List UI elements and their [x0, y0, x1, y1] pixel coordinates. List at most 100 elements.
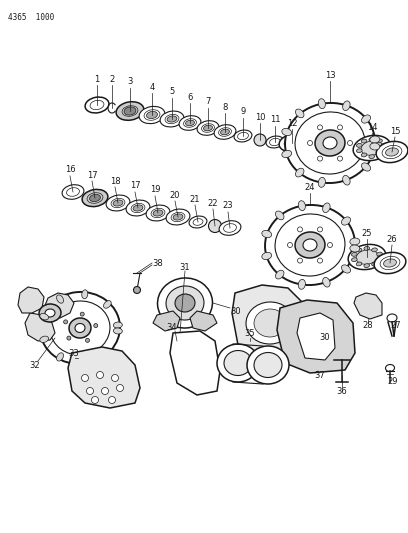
Ellipse shape [387, 314, 397, 322]
Circle shape [348, 141, 353, 146]
Ellipse shape [40, 336, 49, 343]
Ellipse shape [282, 128, 292, 136]
Ellipse shape [57, 353, 64, 361]
Circle shape [337, 156, 342, 161]
Ellipse shape [186, 120, 195, 126]
Ellipse shape [151, 208, 165, 217]
Polygon shape [232, 285, 308, 355]
Ellipse shape [286, 140, 297, 147]
Polygon shape [190, 311, 217, 331]
Ellipse shape [82, 189, 108, 207]
Ellipse shape [262, 230, 272, 238]
Text: 28: 28 [363, 321, 373, 330]
Ellipse shape [266, 136, 284, 148]
Ellipse shape [370, 143, 380, 150]
Ellipse shape [221, 129, 229, 135]
Ellipse shape [202, 124, 215, 132]
Polygon shape [354, 293, 382, 319]
Text: 13: 13 [325, 70, 335, 79]
Ellipse shape [189, 216, 207, 228]
Ellipse shape [361, 141, 383, 155]
Text: 9: 9 [240, 108, 246, 117]
Ellipse shape [275, 211, 284, 220]
Polygon shape [297, 313, 335, 360]
Ellipse shape [298, 201, 306, 211]
Ellipse shape [350, 245, 360, 252]
Circle shape [317, 156, 322, 161]
Text: 38: 38 [153, 259, 163, 268]
Text: 20: 20 [170, 190, 180, 199]
Polygon shape [68, 347, 140, 408]
Ellipse shape [377, 153, 382, 157]
Polygon shape [25, 313, 55, 341]
Ellipse shape [315, 130, 345, 156]
Ellipse shape [246, 302, 294, 344]
Ellipse shape [217, 344, 259, 382]
Polygon shape [277, 300, 355, 373]
Ellipse shape [62, 185, 84, 199]
Circle shape [297, 258, 302, 263]
Ellipse shape [50, 301, 110, 355]
Ellipse shape [376, 141, 408, 163]
Circle shape [91, 397, 98, 403]
Circle shape [117, 384, 124, 392]
Circle shape [317, 227, 322, 232]
Polygon shape [18, 287, 44, 313]
Ellipse shape [175, 294, 195, 312]
Circle shape [308, 141, 313, 146]
Ellipse shape [247, 346, 289, 384]
Ellipse shape [193, 219, 203, 225]
Ellipse shape [133, 205, 143, 211]
Text: 24: 24 [305, 182, 315, 191]
Ellipse shape [40, 292, 120, 364]
Ellipse shape [270, 139, 280, 146]
Ellipse shape [275, 270, 284, 279]
Ellipse shape [377, 258, 382, 262]
Ellipse shape [386, 148, 399, 156]
Ellipse shape [361, 115, 370, 123]
Circle shape [111, 375, 118, 382]
Text: 30: 30 [320, 334, 330, 343]
Text: 30: 30 [231, 306, 241, 316]
Ellipse shape [350, 238, 360, 245]
Ellipse shape [282, 150, 292, 158]
Ellipse shape [295, 112, 365, 174]
Ellipse shape [90, 100, 104, 110]
Ellipse shape [298, 279, 306, 289]
Circle shape [64, 320, 68, 324]
Ellipse shape [75, 324, 85, 333]
Circle shape [109, 397, 115, 403]
Ellipse shape [318, 99, 326, 109]
Ellipse shape [184, 119, 196, 127]
Ellipse shape [372, 262, 377, 266]
Ellipse shape [160, 111, 184, 127]
Ellipse shape [348, 245, 386, 270]
Ellipse shape [265, 205, 355, 285]
Circle shape [97, 372, 104, 378]
Ellipse shape [104, 348, 111, 356]
Ellipse shape [122, 106, 138, 116]
Ellipse shape [126, 200, 150, 216]
Circle shape [317, 125, 322, 130]
Ellipse shape [39, 304, 61, 322]
Ellipse shape [104, 301, 111, 308]
Ellipse shape [197, 120, 219, 135]
Text: 29: 29 [388, 376, 398, 385]
Ellipse shape [219, 221, 241, 235]
Ellipse shape [82, 357, 88, 366]
Ellipse shape [284, 138, 300, 148]
Ellipse shape [295, 232, 325, 258]
Ellipse shape [124, 107, 136, 115]
Ellipse shape [364, 246, 370, 251]
Text: 32: 32 [30, 360, 40, 369]
Ellipse shape [165, 115, 179, 124]
Ellipse shape [323, 137, 337, 149]
Text: 34: 34 [167, 322, 177, 332]
Ellipse shape [214, 125, 236, 139]
Ellipse shape [146, 111, 157, 118]
Ellipse shape [364, 264, 370, 268]
Ellipse shape [377, 139, 382, 143]
Ellipse shape [139, 107, 165, 124]
Ellipse shape [116, 102, 144, 120]
Text: 16: 16 [65, 166, 75, 174]
